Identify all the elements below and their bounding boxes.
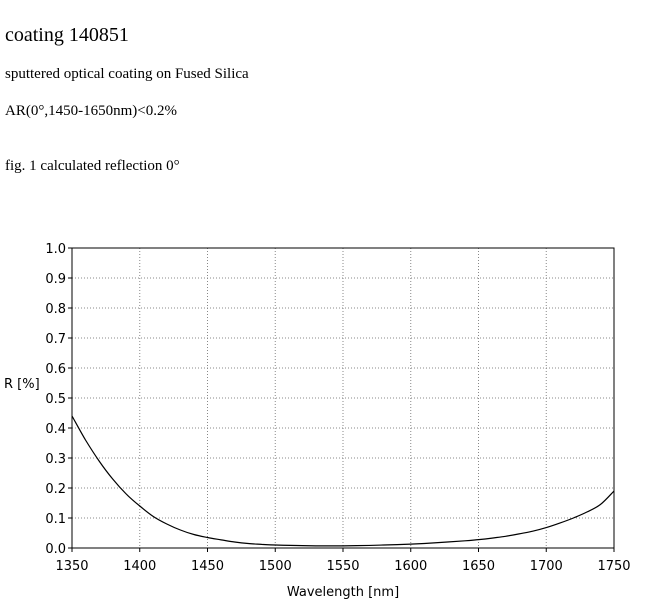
y-tick-label: 0.0 xyxy=(45,542,66,557)
y-tick-label: 0.6 xyxy=(45,362,66,377)
coating-spec: AR(0°,1450-1650nm)<0.2% xyxy=(5,103,177,119)
y-tick-label: 0.1 xyxy=(45,512,66,527)
document-subtitle: sputtered optical coating on Fused Silic… xyxy=(5,66,249,82)
x-tick-label: 1700 xyxy=(530,559,563,574)
document-title: coating 140851 xyxy=(5,24,129,46)
x-tick-label: 1750 xyxy=(597,559,630,574)
y-axis-label: R [%] xyxy=(4,377,40,392)
y-tick-label: 0.5 xyxy=(45,392,66,407)
tick-layer: 1350 1400 1450 1500 1550 1600 1650 1700 1750 0.0 0… xyxy=(45,242,630,574)
x-tick-label: 1400 xyxy=(123,559,156,574)
y-tick-label: 0.8 xyxy=(45,302,66,317)
x-axis-label: Wavelength [nm] xyxy=(287,585,399,600)
y-tick-label: 0.2 xyxy=(45,482,66,497)
x-tick-label: 1450 xyxy=(191,559,224,574)
y-tick-label: 1.0 xyxy=(45,242,66,257)
grid xyxy=(72,248,614,548)
x-tick-label: 1550 xyxy=(326,559,359,574)
y-tick-label: 0.3 xyxy=(45,452,66,467)
y-tick-label: 0.4 xyxy=(45,422,66,437)
series-layer xyxy=(71,415,615,547)
x-tick-label: 1650 xyxy=(462,559,495,574)
x-tick-label: 1350 xyxy=(55,559,88,574)
y-tick-label: 0.7 xyxy=(45,332,66,347)
x-tick-label: 1500 xyxy=(259,559,292,574)
reflection-curve xyxy=(71,415,615,547)
figure-caption: fig. 1 calculated reflection 0° xyxy=(5,158,180,174)
y-tick-label: 0.9 xyxy=(45,272,66,287)
x-tick-label: 1600 xyxy=(394,559,427,574)
